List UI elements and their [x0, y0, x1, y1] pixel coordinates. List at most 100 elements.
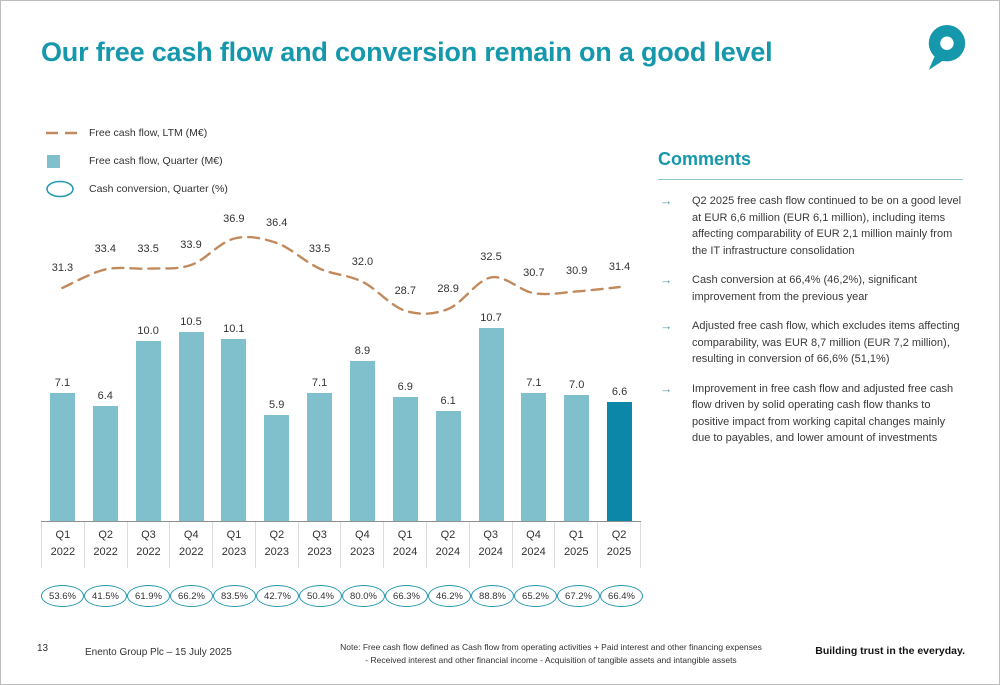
ltm-value-label: 28.7 [394, 284, 416, 297]
ltm-value-label: 33.4 [94, 243, 116, 256]
footer-note: Note: Free cash flow defined as Cash flo… [301, 641, 801, 667]
ltm-value-label: 33.9 [180, 239, 202, 252]
enento-logo-icon [928, 25, 966, 71]
ltm-dashed-line-swatch-icon [45, 130, 81, 136]
legend-item-ltm: Free cash flow, LTM (M€) [45, 119, 228, 147]
ltm-value-label: 28.9 [437, 283, 459, 296]
axis-label-q1-2024: Q1 2024 [383, 522, 426, 568]
bar-value-label: 6.4 [97, 389, 113, 402]
bar-q1-2024 [392, 396, 418, 521]
bar-value-label: 10.1 [223, 323, 245, 336]
ltm-value-label: 31.4 [608, 261, 631, 274]
axis-label-q2-2023: Q2 2023 [254, 522, 298, 568]
conversion-row: 53.6% 41.5% 61.9% 66.2% 83.5% 42.7% 50.4% 80.0%… [41, 585, 643, 607]
comment-item: Improvement in free cash flow and adjust… [658, 381, 963, 447]
footer-note-line2: - Received interest and other financial … [365, 654, 737, 665]
bar-q1-2022 [49, 393, 75, 521]
comments-heading: Comments [658, 149, 963, 180]
axis-label-q1-2025: Q1 2025 [554, 522, 597, 568]
bar-q2-2023 [264, 414, 290, 521]
bar-value-label: 7.1 [526, 377, 542, 390]
conversion-oval-3: 61.9% [127, 585, 170, 607]
axis-label-q4-2024: Q4 2024 [511, 522, 555, 568]
conversion-oval-10: 46.2% [428, 585, 471, 607]
conversion-oval-9: 66.3% [385, 585, 428, 607]
conversion-oval-4: 66.2% [170, 585, 213, 607]
bar-value-label: 7.1 [311, 377, 328, 390]
footer-tagline: Building trust in the everyday. [815, 645, 965, 657]
bar-q1-2025 [564, 395, 590, 521]
bar-q2-2022 [92, 405, 118, 521]
comment-item: Q2 2025 free cash flow continued to be o… [658, 193, 963, 259]
conversion-oval-8: 80.0% [342, 585, 385, 607]
bar-value-label: 6.6 [611, 386, 628, 399]
axis-label-q1-2023: Q1 2023 [212, 522, 255, 568]
axis-label-q4-2023: Q4 2023 [340, 522, 383, 568]
conversion-oval-2: 41.5% [84, 585, 127, 607]
ltm-value-label: 36.4 [265, 217, 288, 230]
bar-q1-2023 [221, 339, 247, 521]
bar-value-label: 5.9 [269, 398, 285, 411]
axis-label-q2-2025: Q2 2025 [597, 522, 641, 568]
axis-label-q1-2022: Q1 2022 [41, 522, 84, 568]
legend-label-quarter: Free cash flow, Quarter (M€) [89, 155, 223, 167]
bar-value-label: 10.7 [480, 312, 502, 325]
comment-item: Adjusted free cash flow, which excludes … [658, 318, 963, 368]
footer-note-line1: Note: Free cash flow defined as Cash flo… [340, 642, 762, 652]
bar-value-label: 6.9 [397, 380, 413, 393]
ltm-value-label: 30.7 [523, 267, 545, 280]
legend-item-conversion: Cash conversion, Quarter (%) [45, 175, 228, 203]
axis-label-q4-2022: Q4 2022 [169, 522, 212, 568]
ltm-value-label: 36.9 [223, 212, 245, 225]
bar-q3-2024 [478, 328, 504, 521]
conversion-oval-12: 65.2% [514, 585, 557, 607]
bar-value-label: 7.1 [54, 377, 71, 390]
arrow-bullet-icon [658, 318, 692, 368]
arrow-bullet-icon [658, 193, 692, 259]
ltm-value-label: 33.5 [308, 242, 331, 255]
ltm-value-label: 33.5 [137, 242, 159, 255]
axis-label-q2-2024: Q2 2024 [426, 522, 469, 568]
comment-item: Cash conversion at 66,4% (46,2%), signif… [658, 272, 963, 305]
bar-value-label: 10.5 [180, 316, 202, 328]
chart-x-axis: Q1 2022 Q2 2022 Q3 2022 Q4 2022 Q1 2023 Q2 2023 Q3 20… [41, 521, 641, 568]
bar-value-label: 10.0 [137, 325, 159, 337]
ltm-value-label: 32.5 [480, 251, 502, 264]
comment-text: Q2 2025 free cash flow continued to be o… [692, 195, 962, 257]
legend-label-conversion: Cash conversion, Quarter (%) [89, 183, 228, 195]
bar-q2-2024 [435, 411, 461, 521]
page-title: Our free cash flow and conversion remain… [41, 37, 773, 67]
ltm-value-label: 30.9 [565, 265, 588, 278]
axis-label-q3-2022: Q3 2022 [126, 522, 170, 568]
bar-q4-2022 [178, 332, 204, 521]
comment-text: Improvement in free cash flow and adjust… [692, 382, 954, 445]
bar-value-label: 7.0 [569, 379, 585, 391]
bar-value-label: 8.9 [354, 344, 371, 357]
axis-label-q3-2024: Q3 2024 [468, 522, 512, 568]
bar-square-swatch-icon [45, 154, 81, 168]
conversion-oval-1: 53.6% [41, 585, 84, 607]
bar-q4-2024 [521, 393, 547, 521]
footer-company-date: Enento Group Plc – 15 July 2025 [85, 647, 232, 658]
conversion-ellipse-swatch-icon [45, 180, 81, 198]
bar-value-label: 6.1 [440, 395, 456, 408]
chart-plot-area: 7.1 31.3 6.4 33.4 10.0 33.5 10.5 33.9 10.1 36.9 5.… [41, 206, 641, 521]
ltm-value-label: 31.3 [51, 261, 74, 274]
axis-label-q2-2022: Q2 2022 [83, 522, 127, 568]
page-number: 13 [37, 643, 49, 654]
arrow-bullet-icon [658, 272, 692, 305]
bar-q3-2023 [307, 393, 333, 521]
conversion-oval-13: 67.2% [557, 585, 600, 607]
comment-text: Cash conversion at 66,4% (46,2%), signif… [692, 274, 918, 303]
conversion-oval-6: 42.7% [256, 585, 299, 607]
cash-flow-chart: 7.1 31.3 6.4 33.4 10.0 33.5 10.5 33.9 10.1 36.9 5.… [41, 206, 643, 607]
comment-text: Adjusted free cash flow, which excludes … [692, 320, 960, 365]
ltm-value-label: 32.0 [351, 255, 374, 268]
bar-q4-2023 [349, 360, 375, 521]
bar-q3-2022 [135, 341, 161, 521]
arrow-bullet-icon [658, 381, 692, 447]
comments-panel: Comments Q2 2025 free cash flow continue… [658, 149, 963, 447]
axis-label-q3-2023: Q3 2023 [297, 522, 341, 568]
chart-legend: Free cash flow, LTM (M€) Free cash flow,… [45, 119, 228, 203]
